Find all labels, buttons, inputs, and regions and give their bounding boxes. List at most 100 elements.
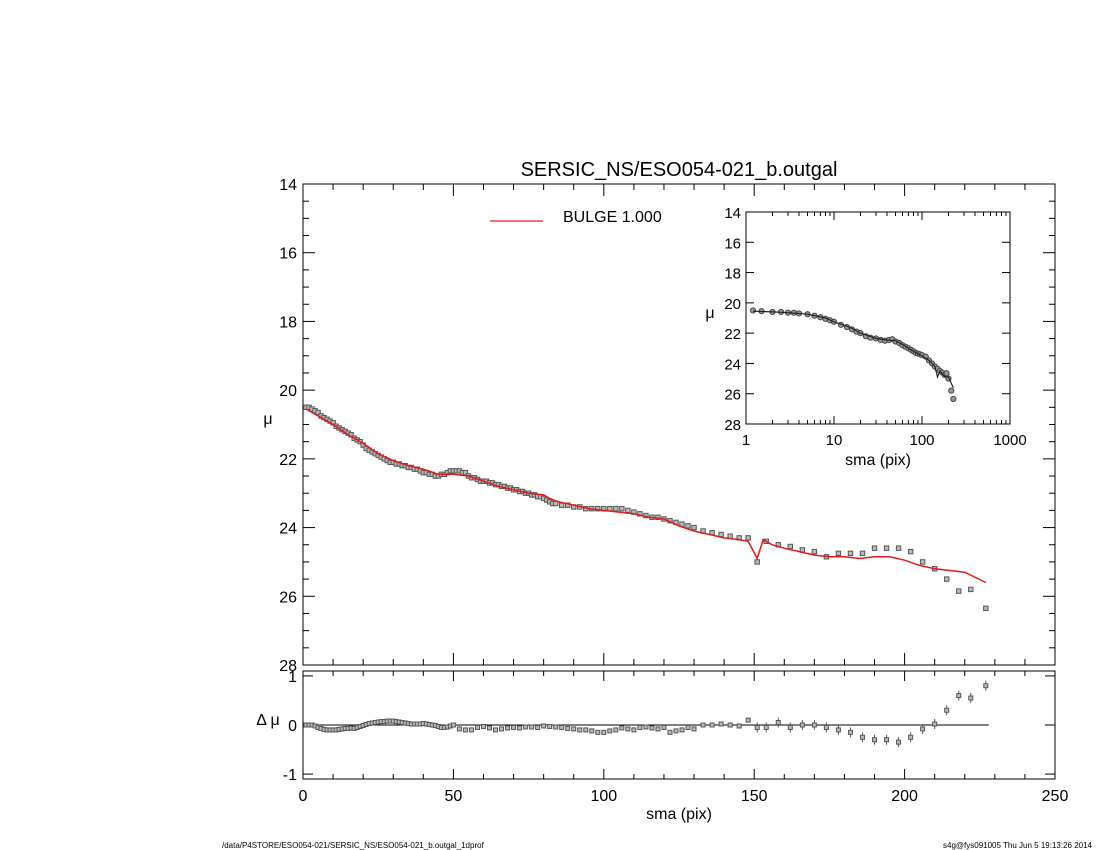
residual-data-point [619,725,625,731]
residual-data-point [896,739,902,745]
main-y-tick-label: 28 [279,658,297,675]
main-y-tick-label: 24 [279,521,297,538]
x-tick-label: 0 [299,788,308,805]
residual-data-point [799,722,805,728]
main-data-point [745,535,751,541]
residual-data-point [745,717,751,723]
residual-data-point [787,724,793,730]
residual-data-point [763,724,769,730]
main-data-point [787,543,793,550]
main-y-tick-label: 22 [279,452,297,469]
residual-data-point [956,693,962,699]
main-y-axis-label: μ [263,411,272,428]
residual-data-point [920,726,926,732]
x-tick-label: 150 [741,788,768,805]
residual-data-point [577,727,583,733]
residual-data-point [643,724,649,730]
residual-y-tick-label: 1 [288,669,297,686]
residual-data-point [661,724,667,730]
main-data-point [691,524,697,531]
bulge-model-line [305,408,987,584]
residual-data-point [583,727,589,733]
residual-data-point [541,723,547,729]
main-data-point [655,514,661,520]
residual-data-point [589,728,595,734]
x-tick-label: 250 [1042,788,1069,805]
residual-data-point [625,726,631,732]
main-data-point [613,505,619,512]
main-data-point [919,559,926,565]
inset-x-tick-label: 100 [909,432,934,449]
residual-data-point [655,726,661,732]
residual-data-point [691,726,697,732]
inset-x-axis-label: sma (pix) [845,452,911,469]
residual-data-point [859,734,865,740]
main-data-point [754,559,760,565]
main-marks [303,404,989,612]
residual-data-point [595,729,601,735]
residual-data-point [607,728,613,734]
inset-axes: 14 16 18 20 22 24 26 281 10 100 1000 [724,205,1026,449]
residual-data-point [601,729,607,735]
residual-data-point [709,722,715,728]
inset-y-tick-label: 16 [724,235,741,252]
residual-data-point [529,724,535,730]
footer-file-path: /data/P4STORE/ESO054-021/SERSIC_NS/ESO05… [222,841,485,850]
residual-data-point [613,727,619,733]
x-axis-label: sma (pix) [646,806,712,823]
inset-marks [749,307,957,403]
main-data-point [811,548,818,555]
inset-x-tick-label: 1000 [993,432,1026,449]
residual-data-point [505,725,511,731]
residual-y-tick-label: -1 [283,767,297,784]
main-y-tick-label: 16 [279,246,297,263]
main-data-point [907,548,914,555]
residual-data-point [944,707,950,713]
inset-y-tick-label: 24 [724,356,741,373]
residual-data-point [553,724,559,730]
residual-data-point [631,727,637,733]
main-y-tick-label: 14 [279,177,297,194]
residual-data-point [884,737,890,743]
inset-x-tick-label: 1 [742,432,750,449]
residual-data-point [932,721,938,727]
residual-data-point [511,724,517,730]
residual-data-point [754,724,760,730]
residual-data-point [872,737,878,743]
main-data-point [859,550,866,557]
residual-data-point [727,722,733,728]
residual-y-axis-label: Δ μ [256,712,279,729]
inset-y-axis-label: μ [705,305,714,322]
x-tick-label: 100 [590,788,617,805]
main-data-point [835,550,842,557]
inset-y-tick-label: 14 [724,205,741,222]
residual-data-point [736,723,742,729]
inset-data-point [943,370,950,377]
main-data-point [685,523,691,529]
residual-data-point [523,724,529,730]
inset-x-tick-label: 10 [826,432,843,449]
residual-data-point [823,724,829,730]
residual-data-point [811,722,817,728]
residual-data-point [835,727,841,733]
inset-y-tick-label: 20 [724,296,741,313]
main-y-tick-label: 26 [279,589,297,606]
main-data-point [968,586,974,593]
residual-data-point [775,720,781,726]
inset-data-point [950,395,957,403]
main-data-point [558,502,565,508]
x-tick-label: 200 [891,788,918,805]
residual-data-point [535,724,541,730]
inset-y-tick-label: 26 [724,387,741,404]
main-data-point [595,505,601,512]
main-data-point [956,588,962,594]
residual-data-point [700,722,706,728]
residual-data-point [474,724,480,730]
main-panel: 14 16 18 20 22 24 26 28 μ [263,177,1056,675]
inset-plot-frame [745,211,1011,425]
main-data-point [462,469,469,476]
inset-y-tick-label: 28 [724,417,741,434]
residual-data-point [968,695,974,701]
residual-data-point [673,728,679,734]
